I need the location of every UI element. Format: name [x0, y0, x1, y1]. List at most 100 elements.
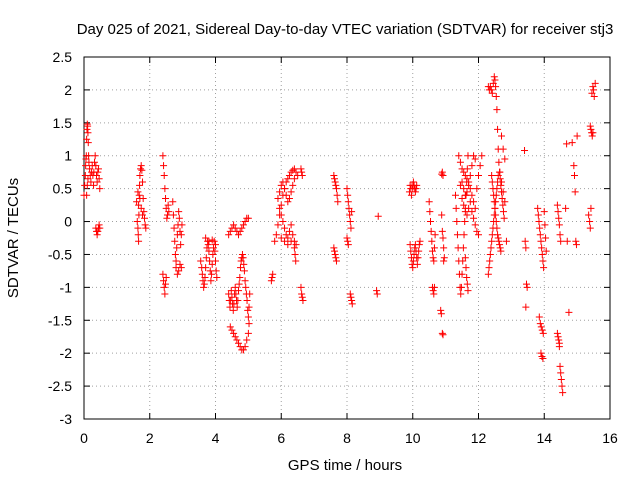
data-point: [346, 218, 354, 226]
y-tick-labels: -3 -2.5 -2 -1.5 -1 -0.5 0 0.5 1 1.5 2 2.5: [48, 49, 72, 427]
data-point: [470, 152, 478, 160]
data-point: [455, 152, 463, 160]
data-point: [279, 218, 287, 226]
data-point: [490, 218, 498, 226]
data-point: [557, 237, 565, 245]
data-point: [136, 171, 144, 179]
data-point: [438, 227, 446, 235]
data-point: [285, 195, 293, 203]
data-point: [456, 158, 464, 166]
data-point: [571, 188, 579, 196]
data-point: [490, 211, 498, 219]
data-point: [268, 273, 276, 281]
data-point: [459, 244, 467, 252]
data-point: [135, 191, 143, 199]
y-tick-label: -3: [60, 411, 73, 427]
data-point: [281, 224, 289, 232]
data-point: [557, 376, 565, 384]
data-point: [96, 224, 104, 232]
data-point: [244, 306, 252, 314]
data-point: [160, 171, 168, 179]
data-point: [84, 175, 92, 183]
y-tick-label: -2: [60, 345, 73, 361]
data-point: [492, 198, 500, 206]
data-point: [91, 158, 99, 166]
data-point: [413, 260, 421, 268]
data-point: [539, 354, 547, 362]
data-point: [82, 162, 90, 170]
data-point: [176, 227, 184, 235]
data-point: [241, 218, 249, 226]
data-point: [438, 168, 446, 176]
x-tick-label: 0: [80, 430, 88, 446]
data-point: [500, 214, 508, 222]
y-tick-label: -2.5: [48, 378, 72, 394]
data-point: [164, 211, 172, 219]
data-point: [239, 221, 247, 229]
data-point: [471, 155, 479, 163]
data-point: [285, 171, 293, 179]
data-point: [415, 247, 423, 255]
data-point: [586, 122, 594, 130]
data-point: [407, 191, 415, 199]
data-point: [538, 326, 546, 334]
data-point: [458, 270, 466, 278]
data-point: [466, 185, 474, 193]
data-point: [298, 168, 306, 176]
data-point: [94, 168, 102, 176]
data-point: [169, 198, 177, 206]
data-point: [233, 336, 241, 344]
data-point: [496, 168, 504, 176]
y-tick-label: 1.5: [53, 115, 73, 131]
data-point: [464, 287, 472, 295]
data-point: [94, 165, 102, 173]
data-point: [487, 86, 495, 94]
data-point: [463, 188, 471, 196]
data-point: [427, 218, 435, 226]
data-point: [559, 389, 567, 397]
data-point: [522, 303, 530, 311]
data-point: [238, 224, 246, 232]
data-point: [556, 231, 564, 239]
data-point: [494, 171, 502, 179]
data-point: [426, 208, 434, 216]
data-point: [537, 237, 545, 245]
data-point: [430, 257, 438, 265]
data-point: [236, 273, 244, 281]
data-point: [245, 320, 253, 328]
data-point: [498, 178, 506, 186]
data-point: [573, 132, 581, 140]
data-point: [554, 333, 562, 341]
data-point: [243, 336, 251, 344]
data-point: [457, 283, 465, 291]
data-point: [175, 214, 183, 222]
data-point: [585, 211, 593, 219]
data-point: [572, 237, 580, 245]
data-point: [162, 195, 170, 203]
data-point: [290, 165, 298, 173]
data-point: [211, 247, 219, 255]
data-point: [536, 231, 544, 239]
data-point: [348, 297, 356, 305]
data-series: [80, 73, 599, 397]
data-point: [555, 214, 563, 222]
data-point: [523, 283, 531, 291]
data-point: [228, 326, 236, 334]
data-point: [431, 231, 439, 239]
data-point: [170, 224, 178, 232]
data-point: [473, 185, 481, 193]
data-point: [499, 145, 507, 153]
data-point: [535, 218, 543, 226]
data-point: [297, 165, 305, 173]
data-point: [540, 264, 548, 272]
y-tick-label: 2.5: [53, 49, 73, 65]
data-point: [476, 162, 484, 170]
data-point: [212, 257, 219, 265]
data-point: [451, 191, 459, 199]
data-point: [162, 273, 170, 281]
data-point: [281, 237, 289, 245]
data-point: [536, 224, 544, 232]
data-point: [332, 257, 340, 265]
data-point: [534, 211, 542, 219]
data-point: [555, 221, 563, 229]
